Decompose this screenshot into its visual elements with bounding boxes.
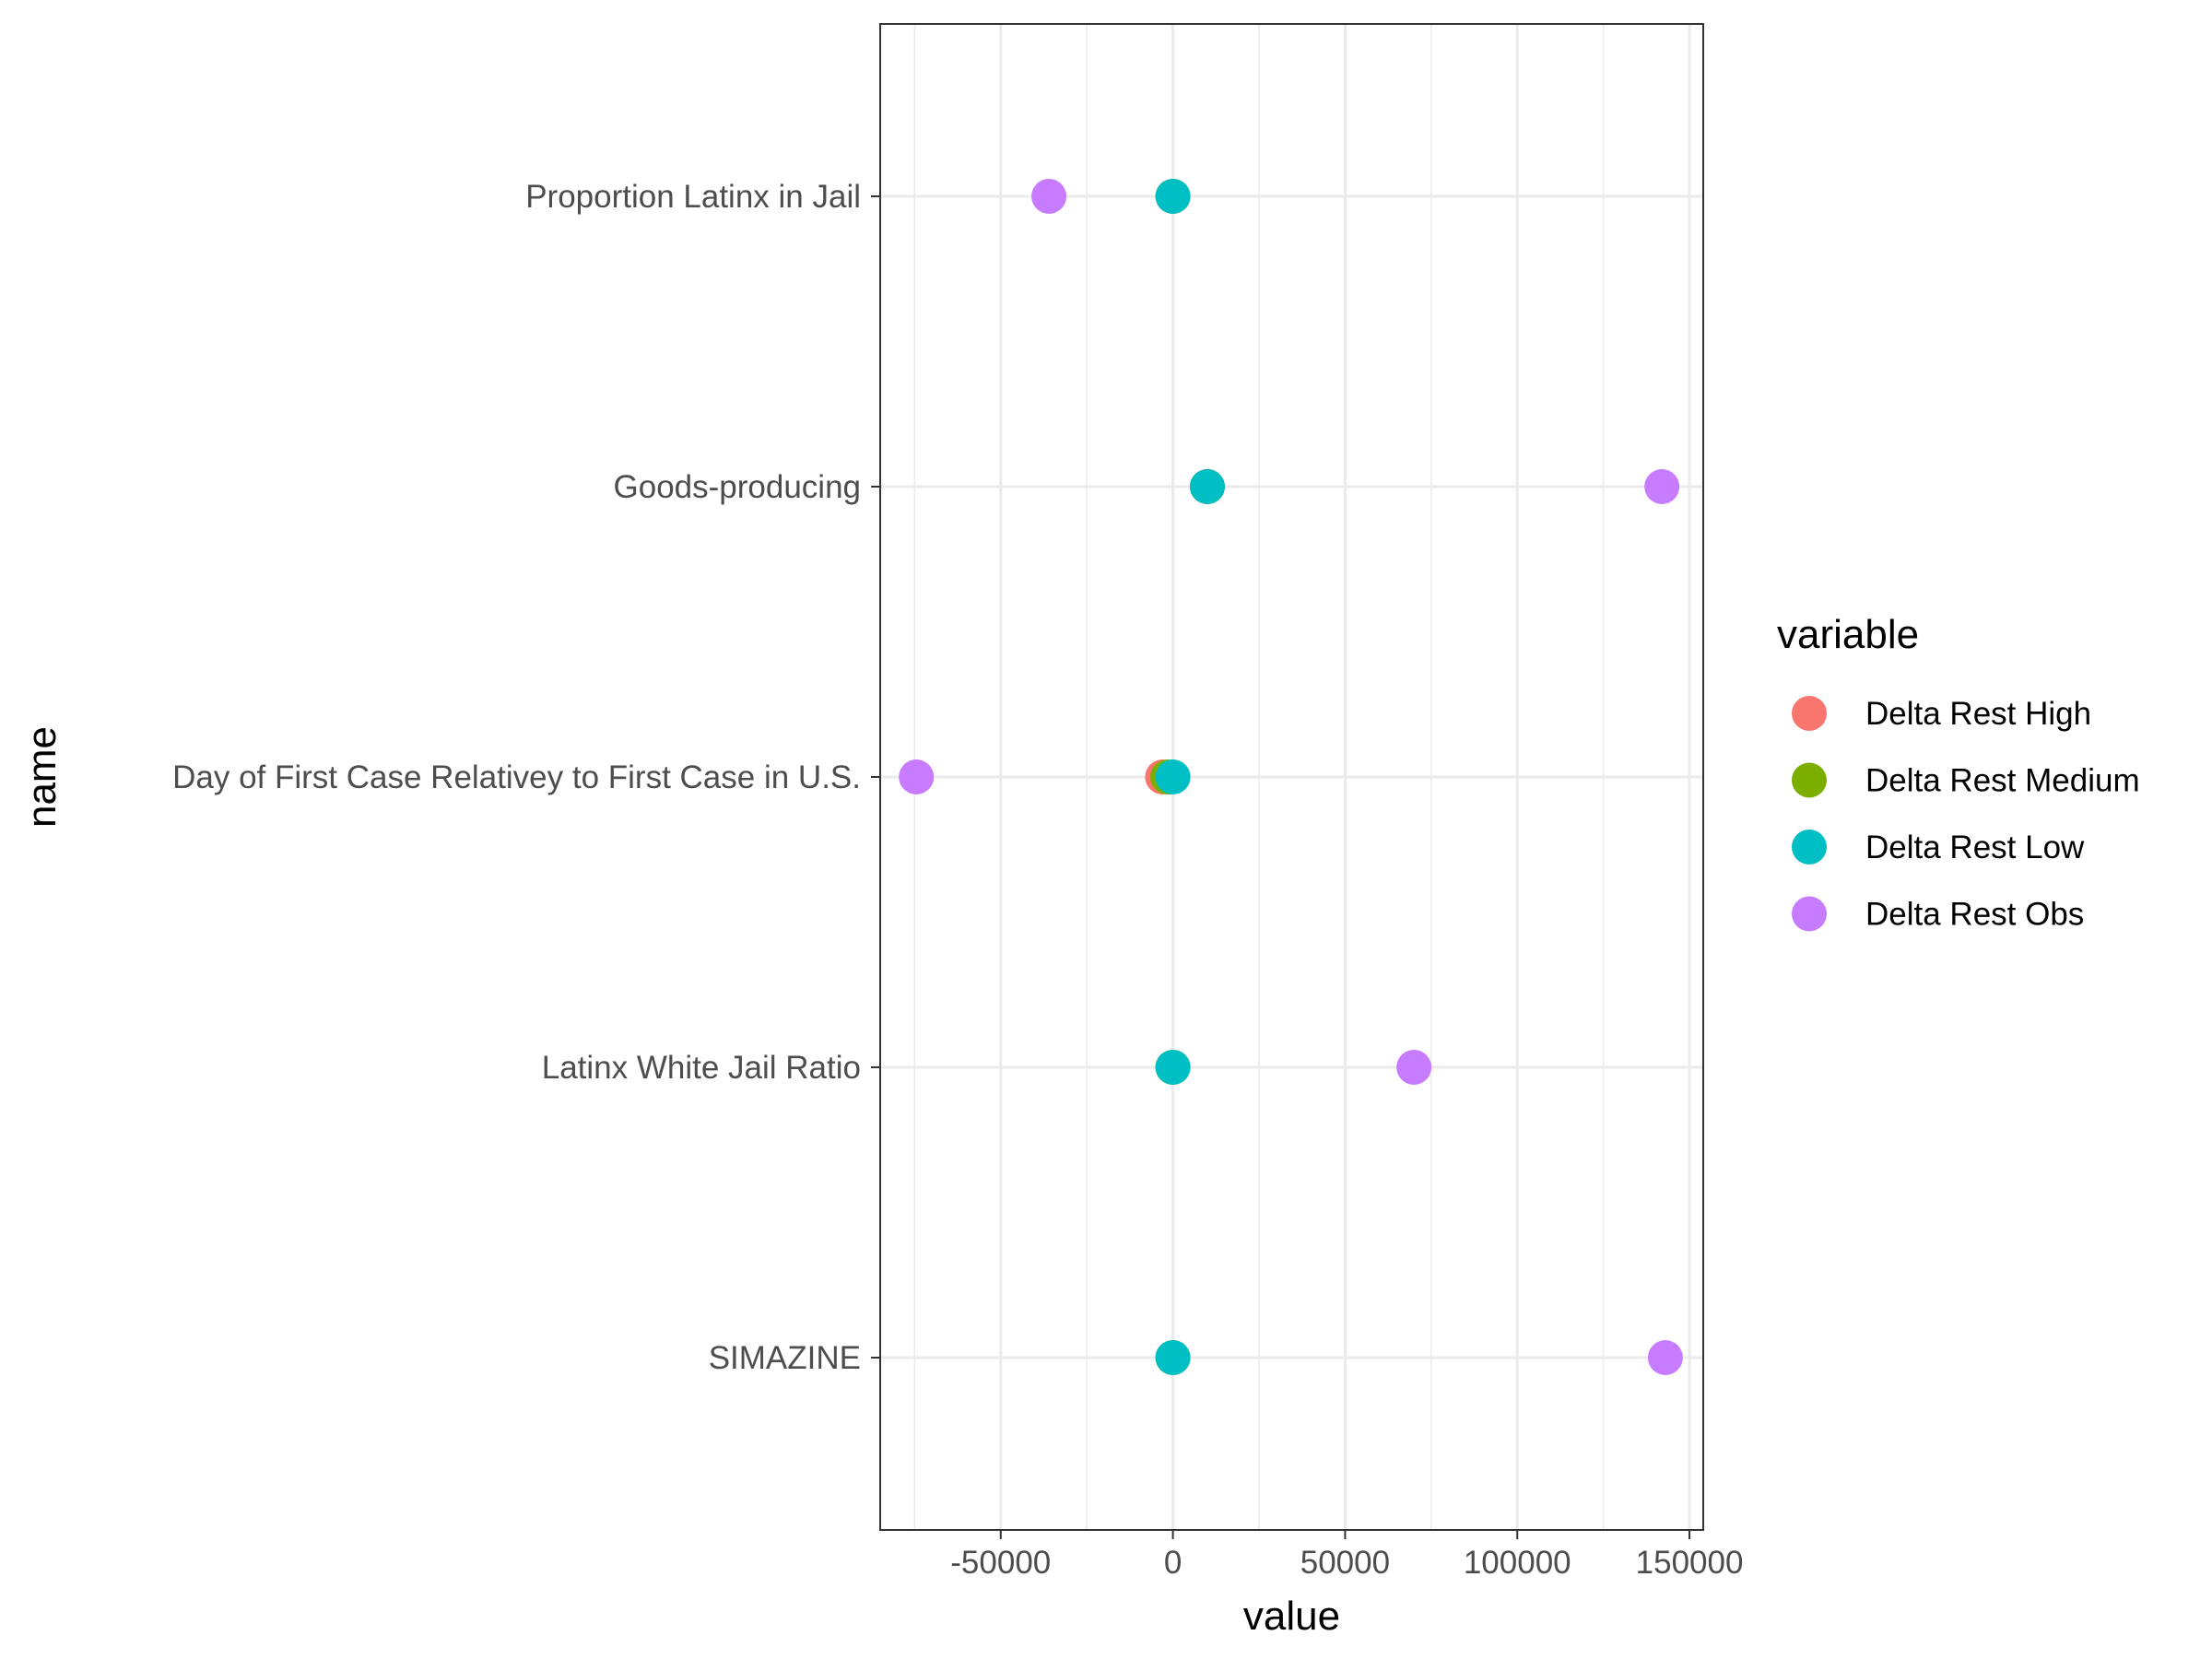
x-axis: -50000 0 50000 100000 150000 (950, 1530, 1743, 1581)
x-tick-label: 100000 (1464, 1545, 1571, 1581)
data-point (1155, 759, 1191, 794)
data-point (1396, 1050, 1432, 1085)
data-point (1155, 179, 1191, 214)
data-point (1155, 1340, 1191, 1375)
x-tick-label: 150000 (1636, 1545, 1744, 1581)
x-tick-label: 0 (1164, 1545, 1182, 1581)
legend-key (1792, 696, 1827, 731)
legend: variable Delta Rest High Delta Rest Mediu… (1777, 612, 2140, 933)
legend-key (1792, 762, 1827, 798)
y-axis: Proportion Latinx in Jail Goods-producing… (172, 179, 880, 1376)
data-point (899, 759, 935, 794)
x-tick-label: -50000 (950, 1545, 1051, 1581)
y-axis-title: name (19, 726, 65, 828)
x-axis-title: value (1243, 1594, 1340, 1639)
data-point (1155, 1050, 1191, 1085)
legend-key (1792, 896, 1827, 932)
y-tick-label: Latinx White Jail Ratio (542, 1050, 861, 1086)
legend-label: Delta Rest Medium (1865, 763, 2140, 799)
y-tick-label: Day of First Case Relativey to First Cas… (172, 759, 861, 795)
data-point (1647, 1340, 1683, 1375)
data-point (1644, 469, 1680, 504)
legend-title: variable (1777, 612, 1919, 657)
major-gridlines (880, 24, 1703, 1530)
y-tick-label: Goods-producing (614, 469, 862, 505)
data-points (899, 179, 1683, 1375)
legend-key (1792, 830, 1827, 865)
legend-label: Delta Rest High (1865, 696, 2091, 732)
legend-label: Delta Rest Obs (1865, 897, 2084, 933)
data-point (1189, 469, 1225, 504)
x-tick-label: 50000 (1300, 1545, 1390, 1581)
legend-label: Delta Rest Low (1865, 830, 2085, 865)
data-point (1031, 179, 1067, 214)
y-tick-label: Proportion Latinx in Jail (525, 179, 861, 215)
y-tick-label: SIMAZINE (709, 1340, 861, 1376)
